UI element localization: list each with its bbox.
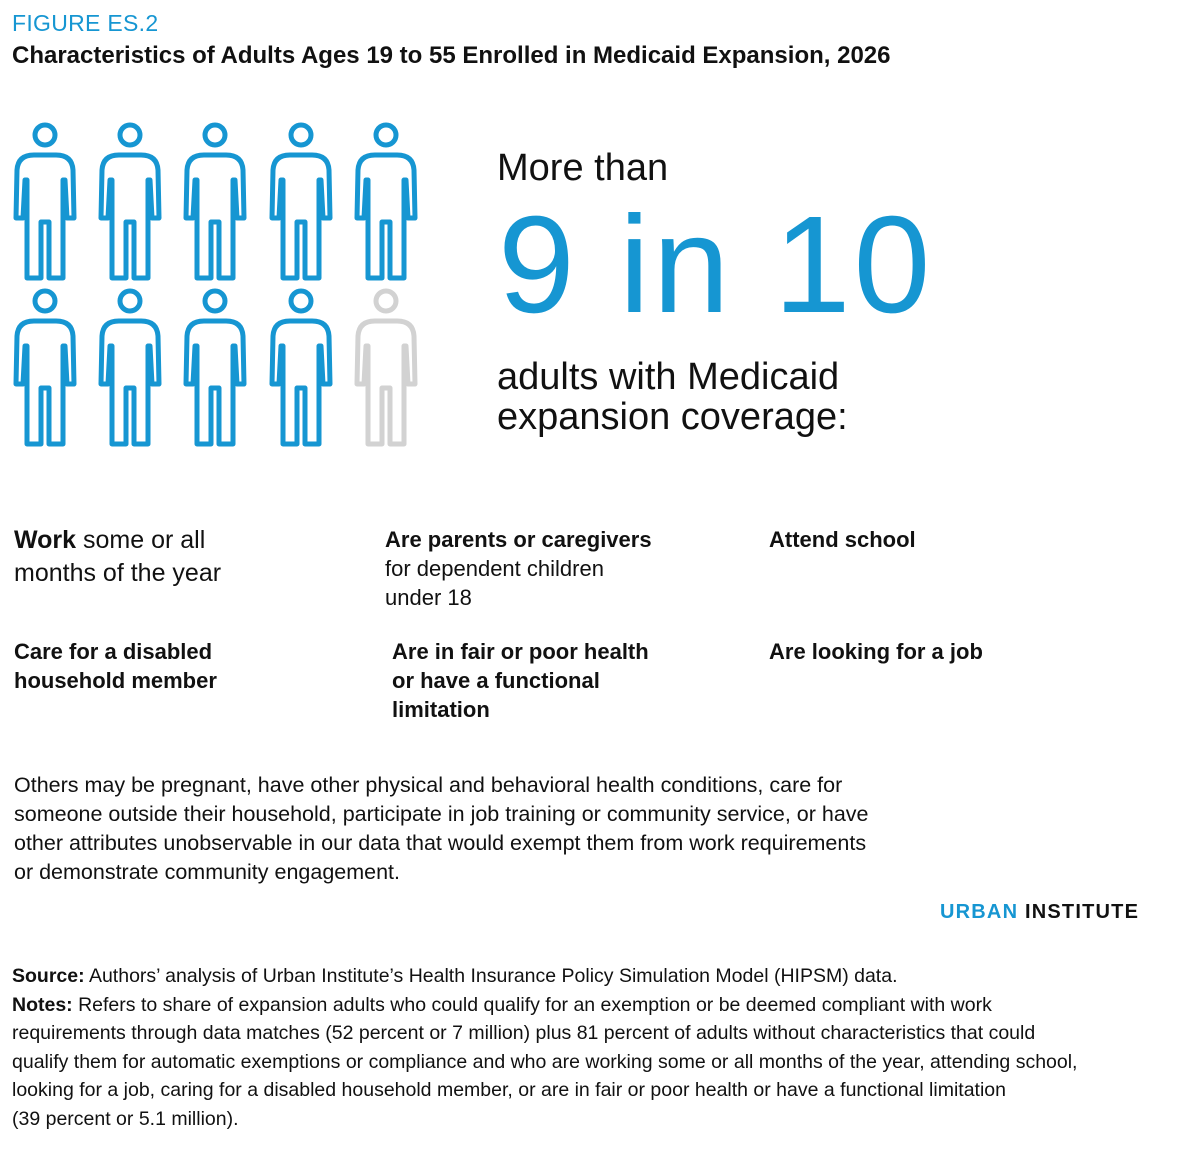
urban-institute-logo: URBAN INSTITUTE [940, 901, 1139, 924]
item-work-rest2: months of the year [14, 559, 222, 587]
item-health: Are in fair or poor health or have a fun… [392, 637, 649, 724]
item-health-line3: limitation [392, 697, 490, 722]
person-icon [98, 122, 162, 281]
item-school-label: Attend school [769, 527, 916, 552]
item-job-label: Are looking for a job [769, 639, 983, 664]
others-line3: other attributes unobservable in our dat… [14, 831, 867, 855]
brand-urban: URBAN [940, 901, 1019, 923]
others-line1: Others may be pregnant, have other physi… [14, 773, 843, 797]
headline-suffix-line1: adults with Medicaid [497, 356, 840, 398]
item-health-line1: Are in fair or poor health [392, 639, 649, 664]
person-icon [98, 288, 162, 447]
notes-line4: looking for a job, caring for a disabled… [12, 1079, 1006, 1102]
source-text: Authors’ analysis of Urban Institute’s H… [84, 965, 898, 987]
item-work-bold: Work [14, 526, 77, 554]
headline-prefix: More than [497, 147, 669, 189]
notes-line2: requirements through data matches (52 pe… [12, 1022, 1036, 1045]
notes-label: Notes: [12, 993, 73, 1016]
person-icon [354, 288, 418, 447]
item-care-line1: Care for a disabled [14, 639, 213, 664]
person-icon [269, 122, 333, 281]
person-icon [13, 122, 77, 281]
item-care: Care for a disabled household member [14, 637, 217, 695]
person-icon [183, 288, 247, 447]
source-label: Source: [12, 965, 85, 987]
item-parents-line3: under 18 [385, 585, 472, 610]
item-school: Attend school [769, 525, 916, 554]
item-work-rest1: some or all [76, 526, 206, 554]
item-health-line2: or have a functional [392, 668, 600, 693]
notes-line1: Refers to share of expansion adults who … [72, 993, 992, 1016]
item-work: Work some or all months of the year [14, 524, 221, 590]
item-parents-bold: Are parents or caregivers [385, 527, 652, 552]
person-icon [269, 288, 333, 447]
person-icon [354, 122, 418, 281]
item-parents: Are parents or caregivers for dependent … [385, 525, 652, 612]
item-parents-line2: for dependent children [385, 556, 604, 581]
person-pictogram [0, 110, 430, 460]
brand-institute: INSTITUTE [1024, 901, 1140, 923]
source-notes: Source: Authors’ analysis of Urban Insti… [12, 962, 1182, 1134]
others-paragraph: Others may be pregnant, have other physi… [14, 771, 1014, 887]
item-job: Are looking for a job [769, 637, 983, 666]
figure-label: FIGURE ES.2 [12, 10, 159, 36]
headline-suffix-line2: expansion coverage: [497, 396, 848, 438]
person-icon [13, 288, 77, 447]
item-care-line2: household member [14, 668, 217, 693]
notes-line3: qualify them for automatic exemptions or… [12, 1050, 1078, 1073]
person-icon [183, 122, 247, 281]
others-line2: someone outside their household, partici… [14, 802, 869, 826]
figure-title: Characteristics of Adults Ages 19 to 55 … [12, 42, 891, 69]
notes-line5: (39 percent or 5.1 million). [12, 1107, 239, 1130]
others-line4: or demonstrate community engagement. [14, 860, 401, 884]
headline-stat: 9 in 10 [498, 188, 934, 342]
